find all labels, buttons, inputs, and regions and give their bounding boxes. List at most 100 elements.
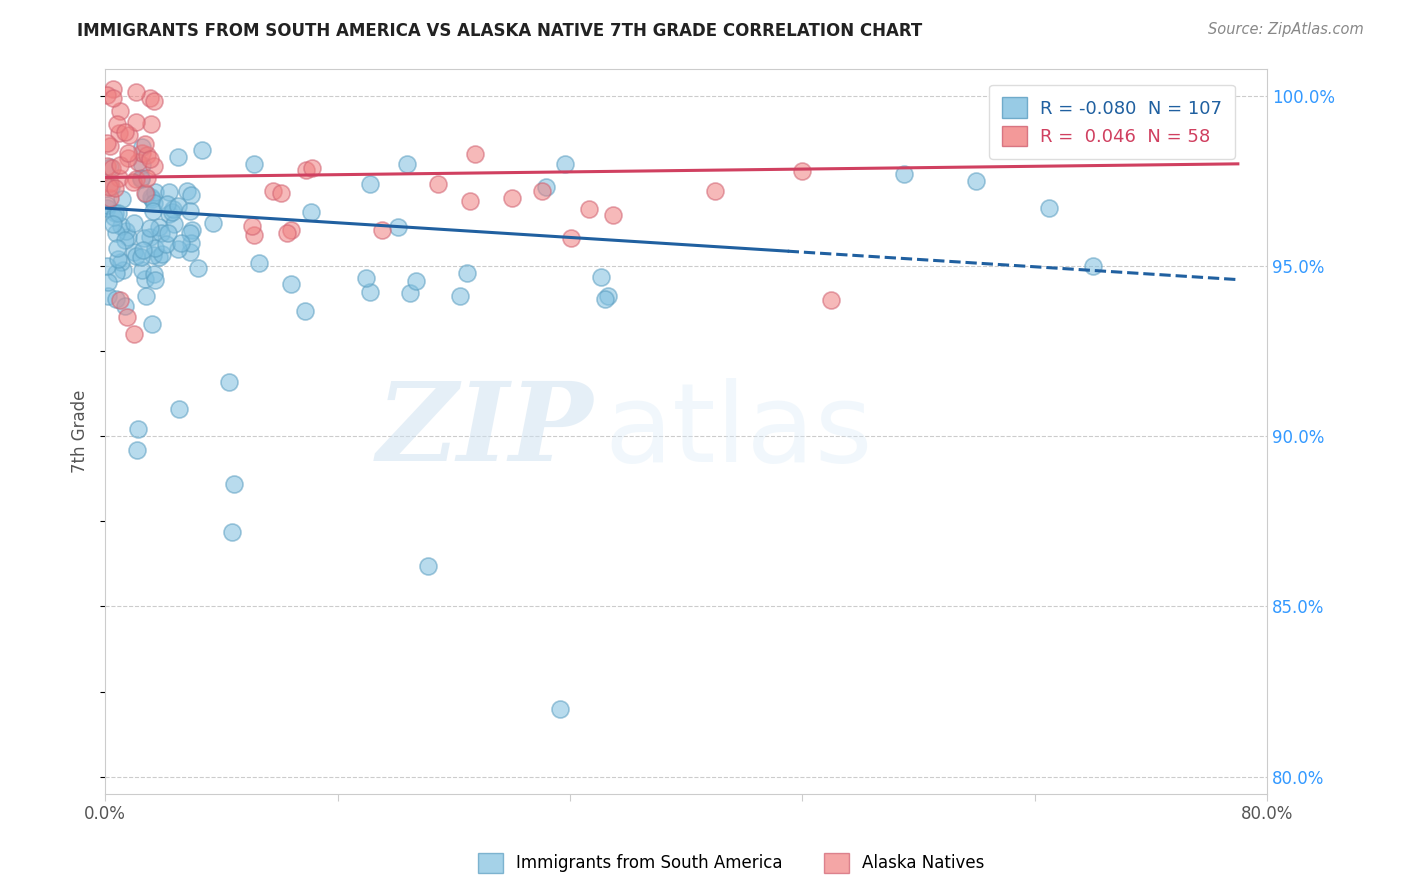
Point — [115, 310, 138, 324]
Point — [134, 186, 156, 201]
Point — [589, 270, 612, 285]
Point — [159, 207, 181, 221]
Point — [294, 304, 316, 318]
Point — [301, 161, 323, 175]
Point — [240, 219, 263, 234]
Point — [143, 185, 166, 199]
Point — [262, 185, 284, 199]
Point — [114, 124, 136, 138]
Point — [125, 85, 148, 99]
Point — [139, 116, 162, 130]
Point — [554, 157, 576, 171]
Point — [105, 293, 128, 307]
Point — [96, 197, 118, 211]
Point — [191, 143, 214, 157]
Point — [167, 401, 190, 416]
Point — [142, 204, 165, 219]
Point — [550, 701, 572, 715]
Point — [218, 375, 240, 389]
Point — [129, 171, 152, 186]
Point — [125, 172, 148, 186]
Point — [142, 94, 165, 108]
Point — [148, 220, 170, 235]
Point — [98, 139, 121, 153]
Point — [598, 289, 620, 303]
Text: IMMIGRANTS FROM SOUTH AMERICA VS ALASKA NATIVE 7TH GRADE CORRELATION CHART: IMMIGRANTS FROM SOUTH AMERICA VS ALASKA … — [77, 22, 922, 40]
Point — [101, 217, 124, 231]
Point — [169, 235, 191, 250]
Point — [243, 157, 266, 171]
Point — [405, 274, 427, 288]
Point — [114, 298, 136, 312]
Point — [704, 184, 727, 198]
Point — [125, 442, 148, 457]
Point — [820, 293, 842, 307]
Point — [117, 151, 139, 165]
Point — [179, 203, 201, 218]
Point — [96, 87, 118, 102]
Point — [97, 275, 120, 289]
Point — [100, 180, 122, 194]
Point — [893, 167, 915, 181]
Point — [114, 233, 136, 247]
Legend: Immigrants from South America, Alaska Natives: Immigrants from South America, Alaska Na… — [471, 847, 991, 880]
Point — [181, 223, 204, 237]
Point — [98, 191, 121, 205]
Point — [280, 222, 302, 236]
Point — [180, 187, 202, 202]
Point — [530, 184, 553, 198]
Point — [162, 202, 184, 217]
Point — [418, 558, 440, 573]
Point — [167, 242, 190, 256]
Point — [221, 524, 243, 539]
Point — [449, 289, 471, 303]
Point — [135, 170, 157, 185]
Point — [125, 115, 148, 129]
Point — [118, 128, 141, 142]
Point — [101, 161, 124, 176]
Point — [127, 422, 149, 436]
Point — [96, 289, 118, 303]
Point — [136, 147, 159, 161]
Point — [107, 206, 129, 220]
Point — [104, 227, 127, 241]
Point — [105, 117, 128, 131]
Point — [201, 216, 224, 230]
Point — [299, 204, 322, 219]
Point — [143, 272, 166, 286]
Point — [458, 194, 481, 208]
Point — [371, 223, 394, 237]
Point — [560, 231, 582, 245]
Point — [111, 193, 134, 207]
Point — [135, 186, 157, 201]
Point — [141, 317, 163, 331]
Point — [96, 259, 118, 273]
Point — [157, 185, 180, 199]
Point — [139, 230, 162, 244]
Point — [180, 236, 202, 251]
Point — [578, 202, 600, 217]
Point — [107, 126, 129, 140]
Point — [150, 246, 173, 260]
Point — [98, 161, 121, 175]
Point — [222, 476, 245, 491]
Point — [1038, 201, 1060, 215]
Point — [122, 327, 145, 342]
Point — [135, 289, 157, 303]
Point — [132, 243, 155, 257]
Point — [179, 226, 201, 240]
Point — [107, 252, 129, 266]
Point — [132, 230, 155, 244]
Point — [148, 251, 170, 265]
Point — [142, 267, 165, 281]
Point — [131, 145, 153, 160]
Point — [359, 285, 381, 299]
Point — [127, 155, 149, 169]
Point — [108, 293, 131, 307]
Point — [96, 136, 118, 150]
Point — [593, 292, 616, 306]
Point — [270, 186, 292, 201]
Text: ZIP: ZIP — [377, 377, 593, 485]
Point — [138, 91, 160, 105]
Y-axis label: 7th Grade: 7th Grade — [72, 390, 89, 473]
